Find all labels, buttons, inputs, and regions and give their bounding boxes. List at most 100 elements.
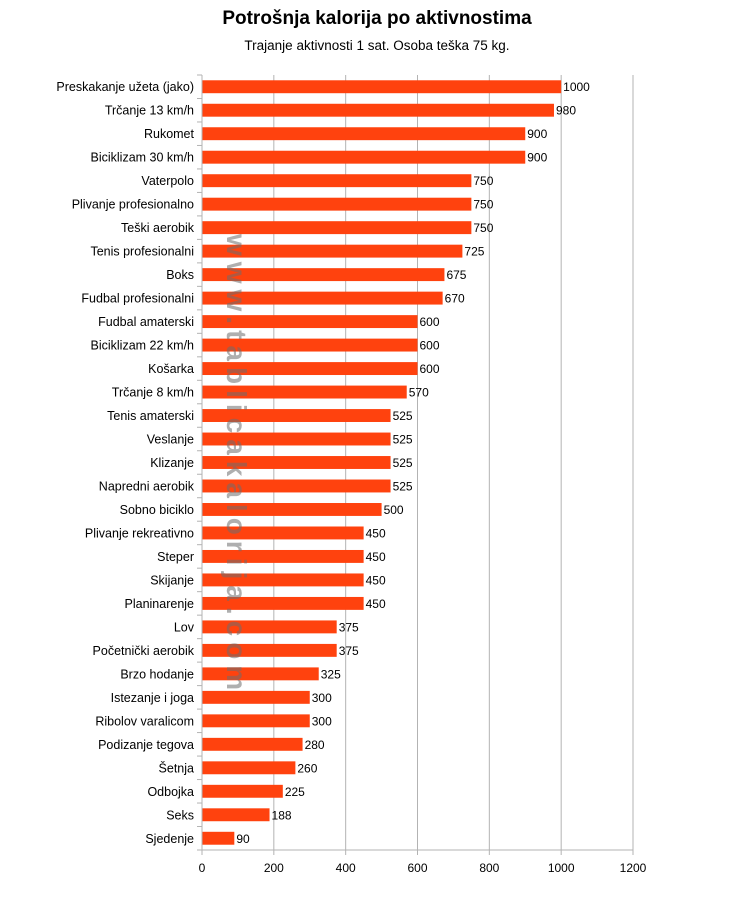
bar	[202, 268, 445, 282]
category-label: Šetnja	[159, 760, 194, 775]
category-label: Teški aerobik	[121, 221, 195, 235]
bar	[202, 456, 391, 469]
data-label: 900	[527, 151, 547, 165]
data-label: 450	[366, 526, 386, 540]
category-label: Sobno biciklo	[120, 503, 194, 517]
bar	[202, 432, 391, 446]
bar	[202, 690, 310, 704]
labels: 0 200 400 600 800 1000 1200 Preskakanje užeta (…	[56, 80, 646, 875]
bar	[202, 479, 391, 493]
data-label: 325	[321, 667, 341, 681]
x-tick-label: 1000	[548, 861, 575, 875]
bar	[202, 315, 418, 329]
bar	[202, 761, 296, 775]
data-label: 1000	[563, 80, 590, 94]
bar	[202, 573, 364, 587]
category-label: Seks	[166, 808, 194, 822]
bar	[202, 737, 303, 751]
data-label: 525	[393, 479, 413, 493]
data-label: 600	[420, 315, 440, 329]
bar	[202, 291, 443, 305]
data-label: 450	[366, 573, 386, 587]
data-label: 300	[312, 691, 332, 705]
bar	[202, 127, 526, 141]
category-label: Veslanje	[147, 433, 194, 447]
data-label: 725	[464, 245, 484, 259]
x-tick-label: 1200	[620, 861, 647, 875]
category-label: Plivanje profesionalno	[72, 198, 194, 212]
category-label: Biciklizam 30 km/h	[91, 151, 195, 165]
chart-title: Potrošnja kalorija po aktivnostima	[222, 8, 532, 29]
data-label: 525	[393, 456, 413, 470]
category-label: Brzo hodanje	[120, 667, 194, 681]
category-label: Istezanje i joga	[111, 691, 194, 705]
bar	[202, 362, 418, 376]
bars	[202, 80, 562, 845]
data-label: 525	[393, 433, 413, 447]
data-label: 500	[384, 503, 404, 517]
bar	[202, 150, 526, 164]
bar	[202, 244, 463, 258]
category-label: Planinarenje	[125, 597, 195, 611]
data-label: 260	[297, 761, 317, 775]
bar	[202, 596, 364, 610]
data-label: 375	[339, 620, 359, 634]
category-label: Košarka	[148, 362, 194, 376]
data-label: 670	[445, 292, 465, 306]
bar	[202, 784, 283, 798]
category-label: Ribolov varalicom	[95, 714, 194, 728]
data-label: 188	[272, 808, 292, 822]
bar	[202, 174, 472, 188]
axes	[197, 74, 634, 855]
data-label: 375	[339, 644, 359, 658]
category-label: Skijanje	[150, 573, 194, 587]
x-tick-label: 800	[479, 861, 499, 875]
data-label: 750	[473, 198, 493, 212]
data-label: 450	[366, 550, 386, 564]
bar	[202, 385, 407, 399]
category-label: Početnički aerobik	[93, 644, 195, 658]
bar	[202, 409, 391, 422]
x-tick-label: 0	[199, 861, 206, 875]
bar	[202, 549, 364, 563]
bar	[202, 103, 554, 117]
x-tick-label: 200	[264, 861, 284, 875]
data-label: 90	[236, 832, 250, 846]
category-label: Tenis profesionalni	[90, 245, 194, 259]
data-label: 280	[305, 738, 325, 752]
data-label: 525	[393, 409, 413, 423]
data-label: 750	[473, 174, 493, 188]
bar	[202, 338, 418, 352]
bar	[202, 503, 382, 516]
x-tick-label: 400	[336, 861, 356, 875]
data-label: 300	[312, 714, 332, 728]
data-label: 750	[473, 221, 493, 235]
bar	[202, 221, 472, 235]
data-label: 225	[285, 785, 305, 799]
category-label: Trčanje 8 km/h	[112, 386, 194, 400]
chart-subtitle: Trajanje aktivnosti 1 sat. Osoba teška 7…	[244, 38, 510, 53]
data-label: 600	[420, 362, 440, 376]
category-label: Napredni aerobik	[99, 479, 195, 493]
category-label: Podizanje tegova	[98, 738, 194, 752]
bar	[202, 643, 337, 657]
category-label: Fudbal profesionalni	[81, 292, 194, 306]
category-label: Odbojka	[147, 785, 194, 799]
category-label: Rukomet	[144, 127, 195, 141]
data-label: 570	[409, 386, 429, 400]
bar	[202, 197, 472, 211]
data-label: 450	[366, 597, 386, 611]
bar	[202, 526, 364, 540]
category-label: Fudbal amaterski	[98, 315, 194, 329]
data-label: 980	[556, 104, 576, 118]
category-label: Trčanje 13 km/h	[105, 104, 194, 118]
category-label: Sjedenje	[145, 832, 194, 846]
data-label: 900	[527, 127, 547, 141]
bar	[202, 831, 235, 845]
bar	[202, 620, 337, 634]
x-tick-label: 600	[407, 861, 427, 875]
category-label: Preskakanje užeta (jako)	[56, 80, 194, 94]
category-label: Klizanje	[150, 456, 194, 470]
bar	[202, 667, 319, 681]
category-label: Vaterpolo	[141, 174, 194, 188]
